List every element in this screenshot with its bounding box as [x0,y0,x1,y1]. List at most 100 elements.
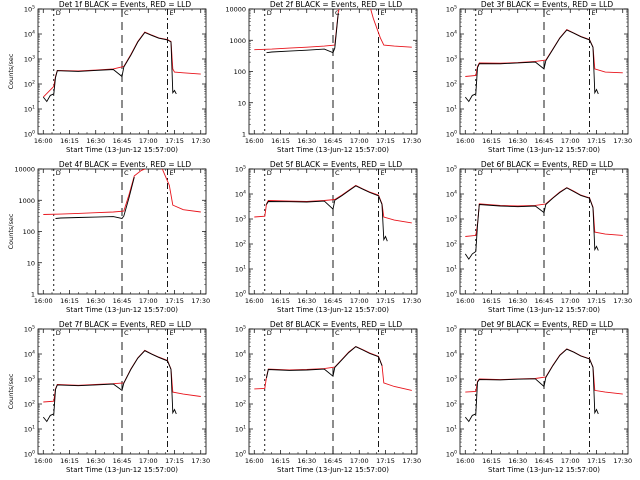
y-tick-label: 101 [235,265,246,274]
marker-label-d: D [56,9,61,17]
y-tick-label: 101 [446,105,457,114]
y-tick-label: 105 [235,165,246,174]
y-tick-label: 102 [235,400,246,409]
y-tick-label: 100 [446,450,457,459]
x-tick-label: 17:30 [613,137,632,145]
chart-panel-1: Det 1f BLACK = Events, RED = LLD Start Ti… [7,0,210,154]
x-axis-label: Start Time (13-Jun-12 15:57:00) [277,306,389,314]
x-axis-label: Start Time (13-Jun-12 15:57:00) [277,466,389,474]
x-tick-label: 16:45 [113,457,132,465]
marker-label-e: E [381,169,385,177]
x-tick-label: 16:30 [86,457,105,465]
y-tick-label: 100 [234,68,246,76]
x-axis-label: Start Time (13-Jun-12 15:57:00) [488,466,600,474]
x-tick-label: 16:30 [508,297,527,305]
x-tick-label: 17:30 [191,137,210,145]
x-tick-label: 17:00 [350,137,369,145]
y-tick-label: 10000 [225,6,246,14]
marker-label-e: E [592,9,596,17]
y-tick-label: 100 [24,130,35,139]
y-tick-label: 104 [446,350,457,359]
x-axis-label: Start Time (13-Jun-12 15:57:00) [66,146,178,154]
x-tick-label: 17:00 [561,137,580,145]
x-tick-label: 17:30 [191,297,210,305]
y-axis-label: Counts/sec [7,53,15,89]
x-tick-label: 16:30 [508,137,527,145]
y-tick-label: 103 [446,215,457,224]
x-tick-label: 17:30 [402,457,421,465]
y-tick-label: 10 [238,99,246,107]
x-tick-label: 17:00 [139,137,158,145]
y-tick-label: 101 [24,425,35,434]
series-line-events [42,350,177,423]
x-tick-label: 16:45 [324,137,343,145]
x-tick-label: 16:15 [60,457,79,465]
x-tick-label: 16:15 [482,457,501,465]
chart-title: Det 9f BLACK = Events, RED = LLD [481,320,614,329]
y-tick-label: 101 [24,105,35,114]
marker-label-c: C [335,9,340,17]
y-tick-label: 103 [235,215,246,224]
x-tick-label: 17:15 [165,457,184,465]
series-line-events [55,176,135,220]
y-tick-label: 103 [446,375,457,384]
series-line-events [266,346,383,379]
series-line-lld [254,9,412,51]
marker-label-e: E [381,329,385,337]
marker-label-e: E [381,9,385,17]
x-tick-label: 17:15 [165,137,184,145]
x-tick-label: 17:00 [561,297,580,305]
y-tick-label: 100 [24,450,35,459]
x-tick-label: 16:45 [113,137,132,145]
marker-label-c: C [546,169,551,177]
x-tick-label: 16:00 [456,137,475,145]
marker-label-c: C [335,169,340,177]
y-tick-label: 104 [235,190,246,199]
x-tick-label: 16:45 [535,457,554,465]
x-tick-label: 17:15 [165,297,184,305]
y-tick-label: 105 [446,5,457,14]
y-tick-label: 10000 [14,166,35,174]
x-tick-label: 16:45 [324,297,343,305]
series-line-events [266,185,388,242]
series-group [42,31,201,103]
x-tick-label: 16:00 [245,137,264,145]
chart-panel-7: Det 7f BLACK = Events, RED = LLD Start Ti… [7,320,210,474]
x-tick-label: 16:15 [482,137,501,145]
series-group [464,348,623,423]
x-tick-label: 16:45 [324,457,343,465]
marker-label-d: D [56,329,61,337]
marker-label-e: E [170,9,174,17]
x-tick-label: 16:00 [34,457,53,465]
y-tick-label: 102 [446,400,457,409]
x-tick-label: 16:45 [535,137,554,145]
series-line-events [42,31,177,103]
marker-label-e: E [170,329,174,337]
x-axis-label: Start Time (13-Jun-12 15:57:00) [488,146,600,154]
marker-label-c: C [124,9,129,17]
chart-panel-5: Det 5f BLACK = Events, RED = LLD Start Ti… [235,160,421,314]
x-tick-label: 17:15 [376,297,395,305]
x-tick-label: 16:15 [271,137,290,145]
series-group [42,349,201,423]
y-tick-label: 105 [446,165,457,174]
y-tick-label: 101 [446,265,457,274]
chart-title: Det 2f BLACK = Events, RED = LLD [270,0,403,9]
marker-label-d: D [478,169,483,177]
y-tick-label: 100 [23,228,35,236]
marker-label-c: C [335,329,340,337]
marker-label-c: C [546,329,551,337]
marker-label-d: D [267,329,272,337]
x-tick-label: 16:30 [297,457,316,465]
y-tick-label: 100 [446,130,457,139]
series-group [464,29,623,103]
marker-label-c: C [124,329,129,337]
x-tick-label: 16:00 [34,297,53,305]
y-tick-label: 1 [242,131,246,139]
y-tick-label: 10 [27,259,35,267]
x-tick-label: 17:30 [191,457,210,465]
series-group [464,187,623,260]
x-tick-label: 17:30 [402,297,421,305]
series-line-events [464,187,599,260]
